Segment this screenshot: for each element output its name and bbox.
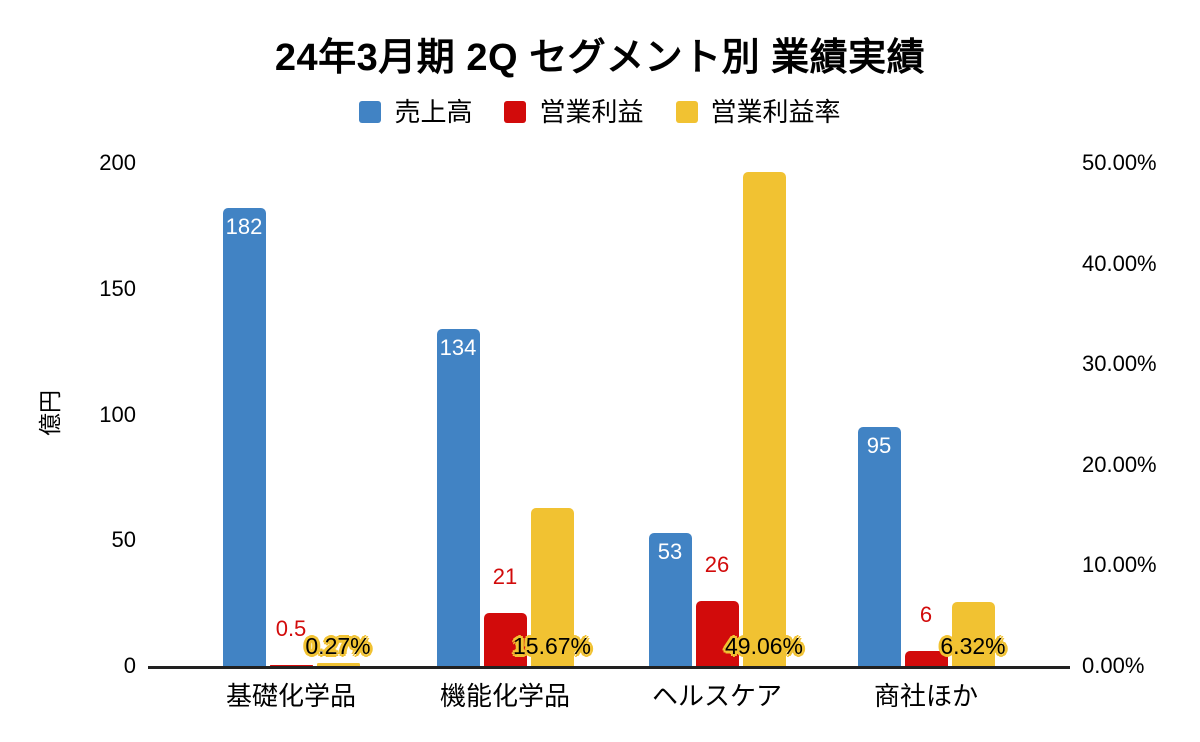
operating-profit-bar: 0.5 [269, 616, 313, 666]
x-axis-label: 基礎化学品 [225, 681, 356, 711]
x-axis-label: 商社ほか [873, 681, 978, 711]
legend-item-operating-margin: 営業利益率 [675, 97, 841, 127]
y-axis-tick-right: 40.00% [1082, 250, 1157, 276]
operating-profit-value-label: 0.5 [275, 615, 307, 641]
operating-profit-bar: 21 [483, 565, 527, 666]
revenue-value-label: 182 [225, 214, 263, 240]
revenue-value-label: 95 [866, 433, 892, 459]
operating-profit-bar: 6 [904, 602, 948, 666]
y-axis-tick-right: 30.00% [1082, 351, 1157, 377]
y-axis-tick-right: 10.00% [1082, 552, 1157, 578]
revenue-bar: 95 [857, 427, 901, 666]
y-axis-tick-left: 50 [111, 527, 136, 553]
legend-swatch-operating-profit [504, 101, 527, 123]
operating-profit-value-label: 26 [704, 551, 730, 577]
x-axis-label: 機能化学品 [439, 681, 570, 711]
y-axis-tick-left: 150 [99, 275, 136, 301]
operating-margin-bar: 15.67% [513, 508, 591, 666]
operating-profit-value-label: 6 [919, 601, 933, 627]
bar-group: 95 6 6.32% [857, 163, 1006, 666]
legend-label-operating-profit: 営業利益 [539, 97, 644, 127]
operating-margin-bar: 49.06% [725, 172, 803, 666]
bar-group: 182 0.5 0.27% [222, 163, 371, 666]
chart-title: 24年3月期 2Q セグメント別 業績実績 [274, 37, 926, 79]
revenue-bar: 53 [648, 532, 692, 666]
legend-item-revenue: 売上高 [359, 99, 472, 125]
plot-area: 182 0.5 0.27% 134 21 15.67% 53 26 49.06% 95 6 6.32% [148, 163, 1070, 669]
operating-margin-value-label: 0.27% [305, 633, 371, 659]
chart-legend: 売上高 営業利益 営業利益率 [0, 99, 1200, 125]
revenue-value-label: 134 [439, 335, 477, 360]
legend-swatch-revenue [359, 101, 382, 123]
operating-margin-value-label: 15.67% [512, 633, 592, 659]
operating-margin-bar: 0.27% [305, 634, 371, 666]
revenue-bar: 182 [222, 208, 266, 666]
y-axis-tick-right: 50.00% [1082, 150, 1157, 175]
legend-item-operating-profit: 営業利益 [504, 97, 644, 127]
bar-group: 53 26 49.06% [648, 163, 803, 666]
y-axis-tick-right: 20.00% [1082, 451, 1157, 477]
y-axis-tick-right: 0.00% [1082, 653, 1145, 678]
bar-group: 134 21 15.67% [436, 163, 591, 666]
y-axis-tick-left: 0 [123, 653, 136, 678]
x-axis-label: ヘルスケア [651, 681, 782, 711]
x-axis-line [148, 666, 1070, 669]
revenue-bar: 134 [436, 329, 480, 666]
y-axis-tick-left: 100 [99, 401, 136, 427]
legend-label-revenue: 売上高 [394, 97, 473, 127]
y-axis-tick-left: 200 [99, 150, 136, 175]
legend-swatch-operating-margin [675, 101, 698, 123]
operating-profit-value-label: 21 [492, 564, 518, 590]
operating-margin-bar: 6.32% [940, 602, 1006, 666]
operating-margin-value-label: 49.06% [724, 633, 804, 659]
operating-profit-bar: 26 [695, 552, 739, 666]
legend-label-operating-margin: 営業利益率 [710, 97, 841, 127]
operating-margin-value-label: 6.32% [940, 633, 1006, 659]
revenue-value-label: 53 [657, 538, 683, 564]
